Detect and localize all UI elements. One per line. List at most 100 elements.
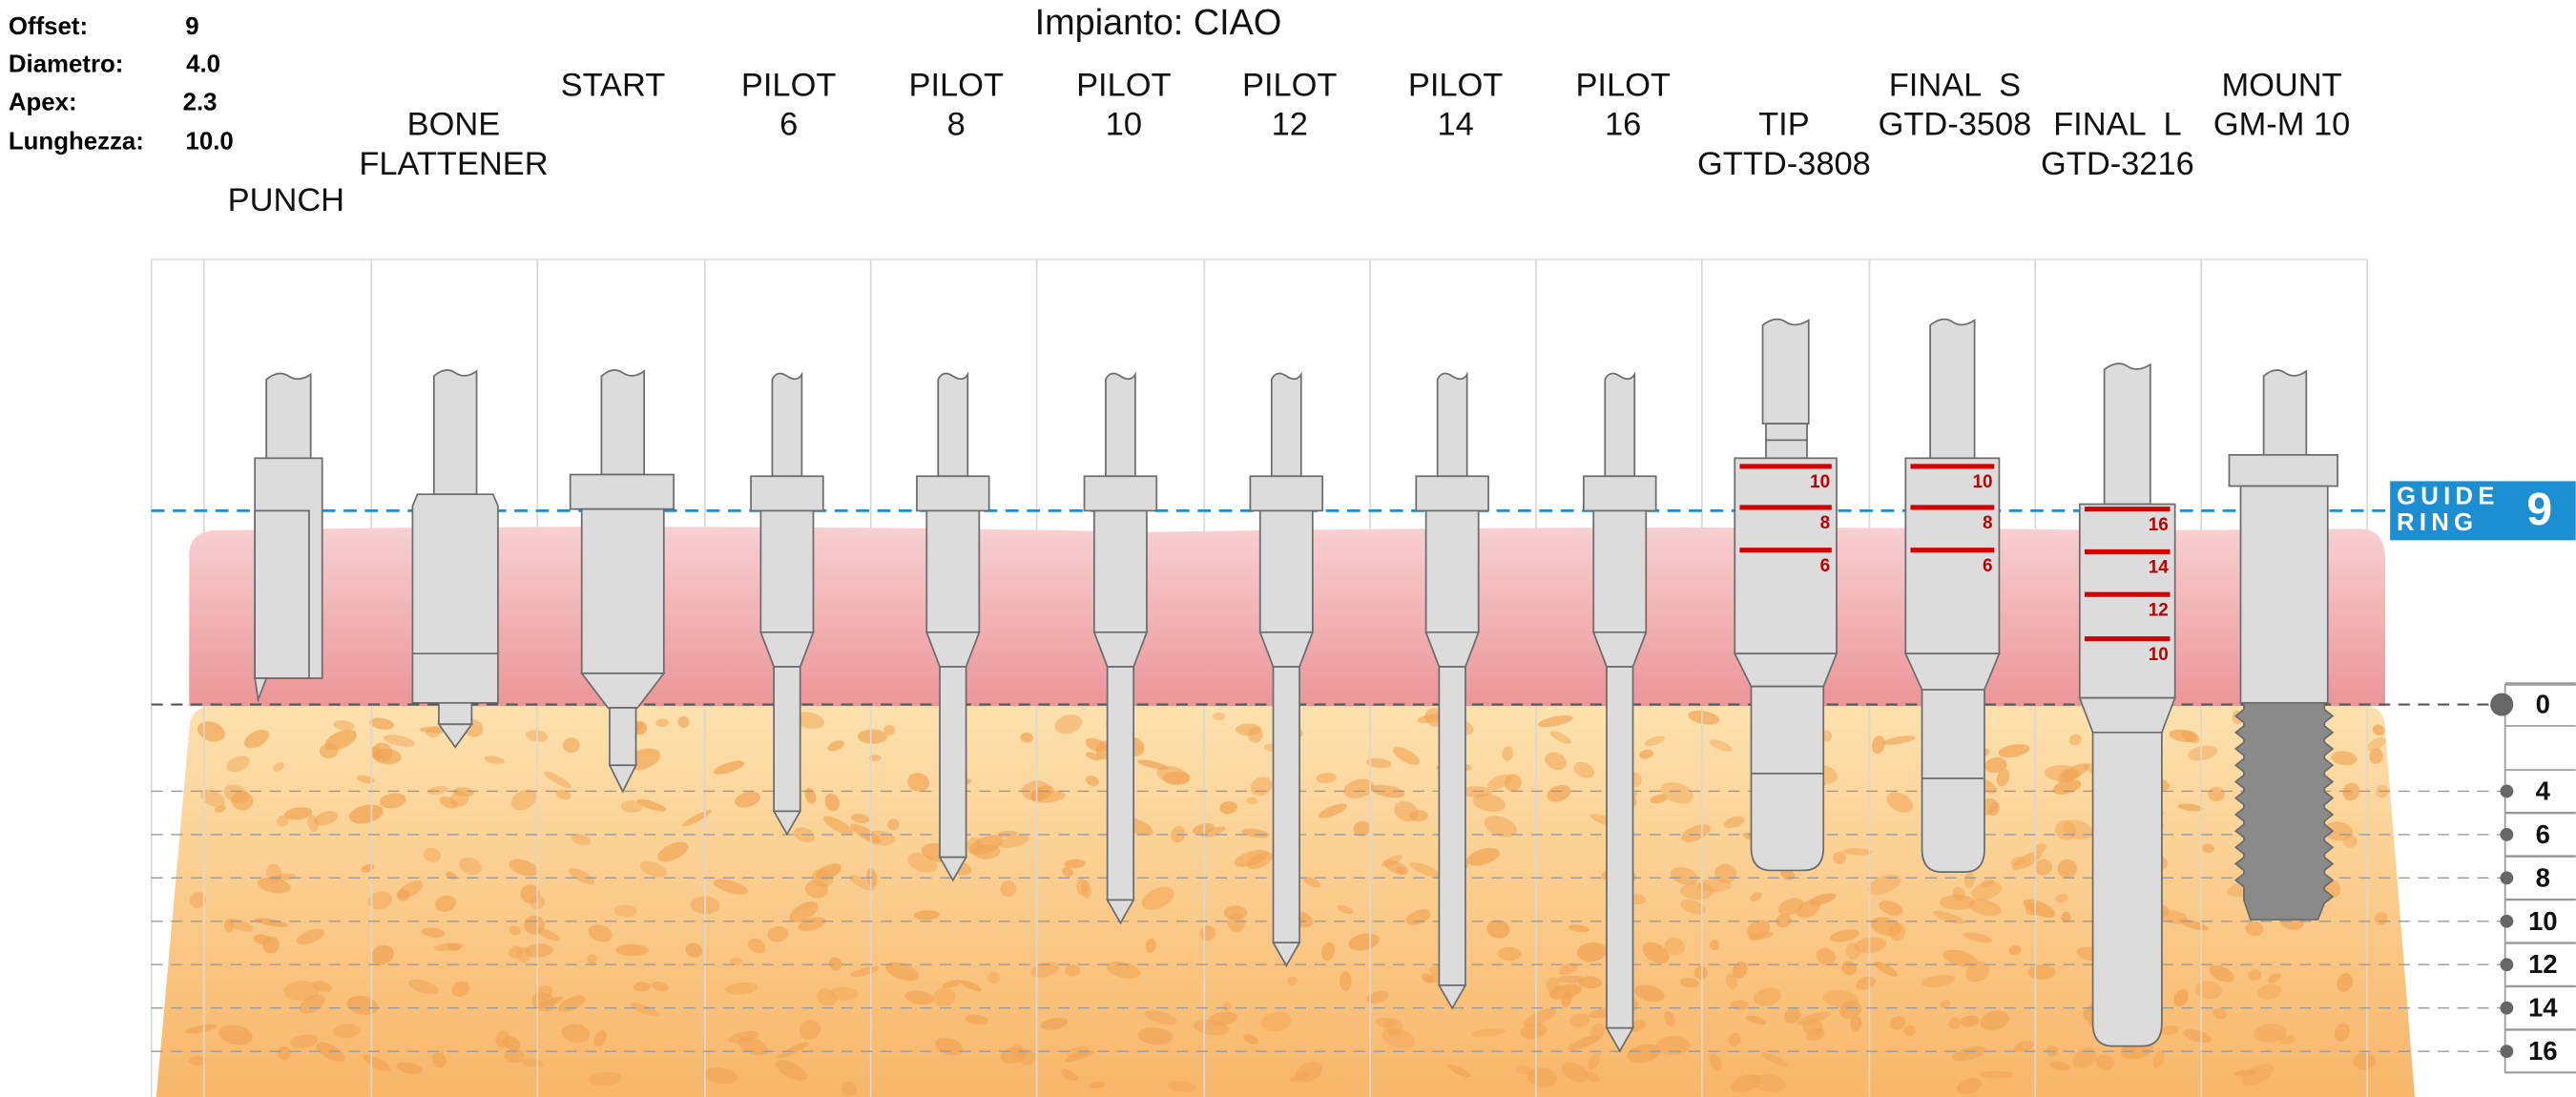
bone-spot (371, 944, 394, 965)
tool-shank (1761, 318, 1810, 425)
bone-spot (799, 1020, 821, 1040)
depth-label: 16 (2528, 1036, 2558, 1066)
bone-spot (432, 1052, 447, 1068)
bone-spot (1679, 978, 1700, 988)
bone-spot (1030, 790, 1066, 803)
bone-spot (1337, 904, 1354, 915)
column-label: 8 (947, 107, 966, 143)
bone-spot (1561, 990, 1573, 1008)
bone-spot (1545, 752, 1567, 771)
bone-spot (1660, 782, 1693, 804)
info-value: 10.0 (186, 129, 234, 155)
tool-part (938, 856, 968, 882)
bone-spot (767, 925, 789, 942)
depth-label: 6 (2536, 819, 2550, 849)
bone-spot (1527, 1067, 1558, 1087)
bone-spot (1316, 773, 1337, 784)
column-label: TIP (1758, 107, 1810, 143)
tool-part (1733, 652, 1839, 688)
bone-spot (987, 971, 1001, 984)
bone-spot (1697, 879, 1733, 893)
bone-spot (887, 818, 900, 831)
tool-part (1750, 685, 1825, 872)
bone-spot (2013, 1040, 2035, 1052)
bone-spot (1086, 776, 1099, 787)
column-label: GTTD-3808 (1697, 146, 1871, 182)
bone-spot (2256, 983, 2282, 1000)
bone-spot (2209, 964, 2234, 983)
depth-label: 12 (2528, 949, 2558, 979)
bone-spot (1020, 732, 1033, 743)
tool-part (2091, 731, 2163, 1047)
tool-shank (1436, 371, 1468, 478)
bone-spot (2342, 782, 2360, 801)
bone-spot (998, 835, 1029, 848)
bone-spot (1405, 909, 1431, 925)
bone-spot (1194, 1020, 1230, 1036)
bone-spot (1761, 1052, 1789, 1067)
column-label: GM-M 10 (2213, 107, 2350, 143)
bone-spot (1874, 961, 1899, 977)
bone-spot (1247, 851, 1273, 870)
bone-spot (1960, 1015, 1981, 1027)
guide-label: GUIDE (2397, 483, 2500, 509)
bone-spot (798, 917, 826, 931)
bone-spot (1728, 1032, 1741, 1046)
depth-dot (2500, 958, 2514, 972)
bone-spot (703, 1066, 738, 1085)
bone-spot (2331, 751, 2358, 766)
bone-spot (1903, 1025, 1916, 1037)
tool-part (437, 723, 474, 749)
bone-spot (588, 1071, 622, 1087)
tool-part (1415, 475, 1489, 512)
bone-spot (965, 1014, 988, 1025)
bone-spot (1227, 913, 1245, 933)
bone-spot (346, 995, 379, 1016)
bone-spot (1889, 1016, 1906, 1030)
tool-part (759, 509, 815, 633)
bone-spot (1655, 1036, 1691, 1055)
bone-spot (1806, 1028, 1825, 1042)
bone-spot (214, 805, 227, 813)
bone-spot (2279, 1035, 2295, 1045)
column-label: PILOT (1575, 67, 1670, 103)
bone-spot (850, 965, 880, 978)
bone-spot (571, 834, 592, 846)
depth-dot (2500, 784, 2514, 798)
info-value: 2.3 (183, 89, 218, 115)
bone-spot (277, 1046, 291, 1061)
bone-spot (713, 760, 745, 775)
bone-spot (223, 784, 250, 804)
bone-spot (636, 798, 667, 812)
implant (2233, 701, 2335, 921)
bone-spot (439, 796, 458, 809)
depth-label: 8 (2536, 862, 2550, 892)
bone-spot (2177, 803, 2204, 812)
bone-spot (1750, 892, 1762, 901)
bone-spot (1822, 989, 1859, 1008)
bone-spot (2169, 729, 2197, 742)
column-label: GTD-3216 (2041, 146, 2194, 182)
bone-spot (1303, 877, 1321, 888)
bone-spot (1470, 1027, 1506, 1037)
bone-spot (1816, 947, 1836, 966)
bone-spot (1842, 848, 1873, 856)
column-label: 6 (779, 107, 798, 143)
bone-spot (273, 762, 284, 772)
column-label: PILOT (1408, 67, 1503, 103)
guide-label: RING (2397, 509, 2478, 536)
bone-spot (2253, 1024, 2287, 1043)
column-label: 12 (1272, 107, 1308, 143)
bone-spot (2369, 748, 2383, 764)
column-label: FINAL S (1889, 67, 2021, 103)
bone-spot (1144, 1009, 1177, 1025)
bone-spot (1948, 1017, 1961, 1030)
tool-shank (265, 372, 312, 460)
bone-spot (932, 987, 956, 1007)
tool-shank (937, 371, 969, 478)
tool-part (1092, 509, 1148, 633)
bone-spot (1829, 929, 1859, 942)
bone-spot (1219, 801, 1237, 815)
bone-spot (2049, 1061, 2070, 1071)
bone-spot (1583, 1070, 1601, 1083)
